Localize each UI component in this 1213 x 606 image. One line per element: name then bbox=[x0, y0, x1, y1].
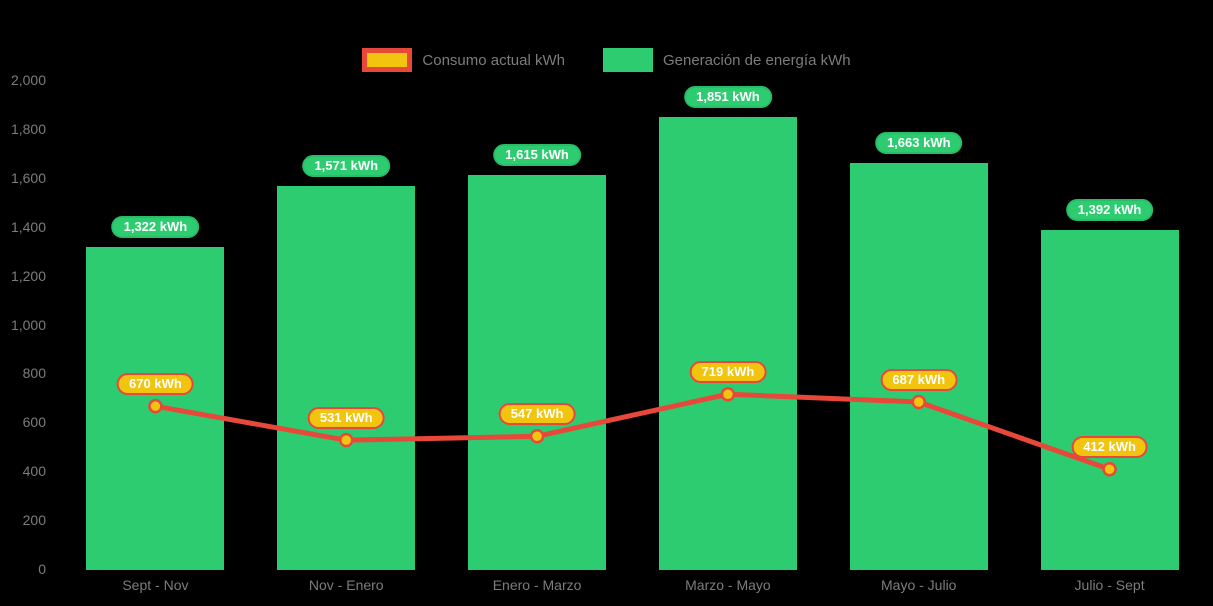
y-tick-label: 1,600 bbox=[10, 169, 46, 186]
consumption-line-layer bbox=[148, 386, 1117, 477]
x-tick-label: Nov - Enero bbox=[308, 577, 384, 593]
generation-bar[interactable] bbox=[849, 163, 988, 570]
y-tick-label: 400 bbox=[22, 463, 46, 480]
consumption-value-label: 719 kWh bbox=[689, 361, 767, 384]
x-tick-label: Julio - Sept bbox=[1074, 577, 1145, 593]
y-axis: 0 200 400 600 800 1,000 1,200 1,400 1,600 1,800 2,… bbox=[0, 72, 46, 577]
consumption-point-marker[interactable] bbox=[720, 386, 736, 402]
consumo-swatch-icon bbox=[362, 48, 413, 72]
legend-label-consumo: Consumo actual kWh bbox=[422, 51, 565, 69]
legend-item-consumo[interactable]: Consumo actual kWh bbox=[362, 48, 565, 72]
generation-bar[interactable] bbox=[468, 175, 607, 570]
generacion-swatch-icon bbox=[602, 48, 653, 72]
consumption-point-marker[interactable] bbox=[911, 394, 926, 410]
consumption-point-marker[interactable] bbox=[1102, 462, 1117, 477]
x-tick-label: Marzo - Mayo bbox=[685, 577, 771, 593]
consumption-point-marker[interactable] bbox=[339, 432, 354, 448]
generation-bar[interactable] bbox=[1040, 229, 1179, 570]
y-tick-label: 2,000 bbox=[10, 72, 46, 88]
y-tick-label: 600 bbox=[22, 414, 46, 431]
generation-value-label: 1,322 kWh bbox=[111, 215, 200, 238]
consumption-point-marker[interactable] bbox=[148, 398, 163, 414]
y-tick-label: 800 bbox=[22, 365, 46, 382]
generation-value-label: 1,663 kWh bbox=[874, 132, 963, 155]
generation-value-label: 1,615 kWh bbox=[493, 144, 581, 167]
consumption-line bbox=[152, 391, 1113, 472]
chart-legend: Consumo actual kWh Generación de energía… bbox=[0, 48, 1213, 72]
x-tick-label: Sept - Nov bbox=[122, 577, 189, 593]
consumption-value-label: 412 kWh bbox=[1071, 436, 1148, 459]
consumption-value-label: 547 kWh bbox=[498, 403, 576, 426]
legend-label-generacion: Generación de energía kWh bbox=[662, 51, 851, 69]
legend-item-generacion[interactable]: Generación de energía kWh bbox=[602, 48, 851, 72]
generation-bar[interactable] bbox=[277, 185, 416, 570]
y-tick-label: 1,400 bbox=[10, 218, 46, 235]
consumption-point-marker[interactable] bbox=[529, 429, 545, 444]
x-axis: Sept - Nov Nov - Enero Enero - Marzo Marzo … bbox=[60, 577, 1205, 599]
x-tick-label: Mayo - Julio bbox=[881, 577, 957, 593]
consumption-value-label: 687 kWh bbox=[880, 369, 958, 392]
x-tick-label: Enero - Marzo bbox=[492, 577, 582, 593]
generation-value-label: 1,851 kWh bbox=[684, 86, 772, 109]
y-tick-label: 0 bbox=[38, 561, 46, 577]
generation-bar[interactable] bbox=[658, 117, 797, 570]
y-tick-label: 1,800 bbox=[10, 120, 46, 137]
generation-value-label: 1,571 kWh bbox=[302, 154, 391, 177]
consumption-value-label: 531 kWh bbox=[307, 407, 385, 430]
y-tick-label: 200 bbox=[22, 512, 46, 529]
consumption-value-label: 670 kWh bbox=[117, 373, 194, 396]
plot-area: 1,322 kWh 1,571 kWh 1,615 kWh 1,851 kWh 1,66… bbox=[60, 81, 1205, 570]
y-tick-label: 1,000 bbox=[10, 316, 46, 333]
y-tick-label: 1,200 bbox=[10, 267, 46, 284]
generation-value-label: 1,392 kWh bbox=[1065, 198, 1154, 221]
